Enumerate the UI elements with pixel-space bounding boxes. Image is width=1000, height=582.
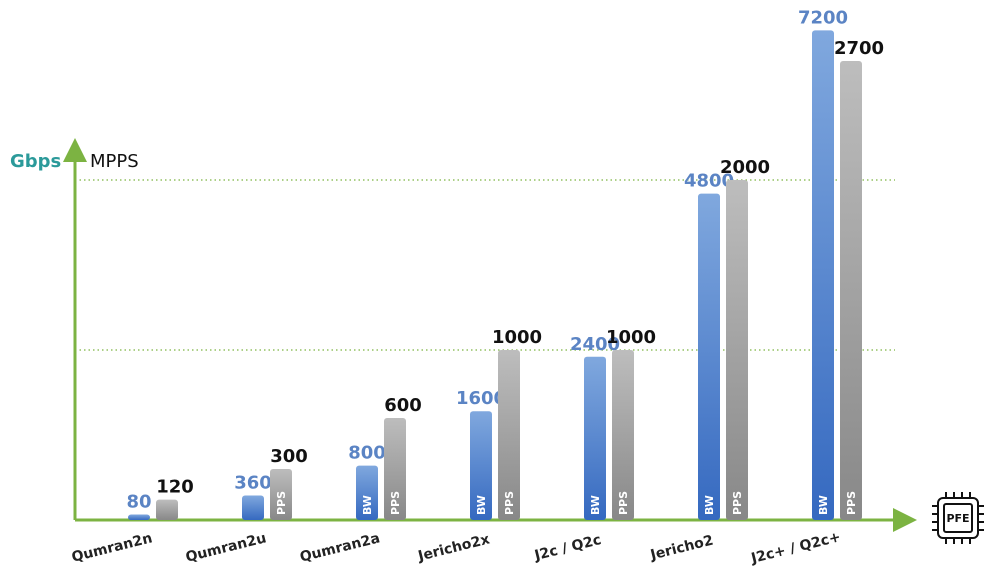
bar: [156, 499, 178, 520]
bar: [698, 193, 720, 520]
value-label: 4800: [684, 171, 734, 192]
bar: [612, 350, 634, 520]
bar: [470, 411, 492, 520]
x-tick-label: Jericho2x: [416, 531, 492, 564]
bar: [726, 180, 748, 520]
value-label: 120: [156, 477, 194, 498]
y2-axis-label: MPPS: [90, 151, 139, 172]
bar: [812, 30, 834, 521]
bar-text: BW: [817, 495, 830, 515]
bar-text: BW: [361, 495, 374, 515]
x-tick-label: Qumran2n: [70, 530, 154, 565]
bar-text: PPS: [275, 491, 288, 515]
x-tick-label: J2c / Q2c: [532, 532, 603, 564]
value-label: 600: [384, 395, 422, 416]
value-label: 300: [270, 446, 308, 467]
bar: [128, 514, 150, 520]
y-axis-label: Gbps: [10, 151, 61, 172]
bar-text: PPS: [389, 491, 402, 515]
x-tick-label: J2c+ / Q2c+: [749, 529, 843, 567]
bar-text: BW: [589, 495, 602, 515]
bar: [356, 465, 378, 520]
bar-text: BW: [475, 495, 488, 515]
value-label: 1000: [606, 327, 656, 348]
value-label: 80: [126, 492, 151, 513]
value-label: 360: [234, 473, 272, 494]
value-label: 1600: [456, 388, 506, 409]
bar-text: PPS: [845, 491, 858, 515]
value-label: 7200: [798, 7, 848, 28]
bar-text: PPS: [617, 491, 630, 515]
value-label: 2000: [720, 157, 770, 178]
bar-text: PPS: [503, 491, 516, 515]
bar: [270, 469, 292, 520]
bar-text: BW: [703, 495, 716, 515]
x-tick-label: Qumran2a: [298, 530, 381, 565]
value-label: 1000: [492, 327, 542, 348]
icon-label: PFE: [946, 512, 969, 525]
bar: [242, 495, 264, 520]
value-label: 2700: [834, 38, 884, 59]
bar: [498, 350, 520, 520]
pfe-icon: PFE: [932, 492, 984, 544]
bar-text: PPS: [731, 491, 744, 515]
bar: [840, 61, 862, 520]
bar: [584, 356, 606, 520]
value-label: 800: [348, 443, 386, 464]
value-label: 2400: [570, 334, 620, 355]
bar: [384, 418, 406, 520]
x-tick-label: Jericho2: [648, 532, 715, 563]
x-tick-label: Qumran2u: [184, 530, 268, 565]
